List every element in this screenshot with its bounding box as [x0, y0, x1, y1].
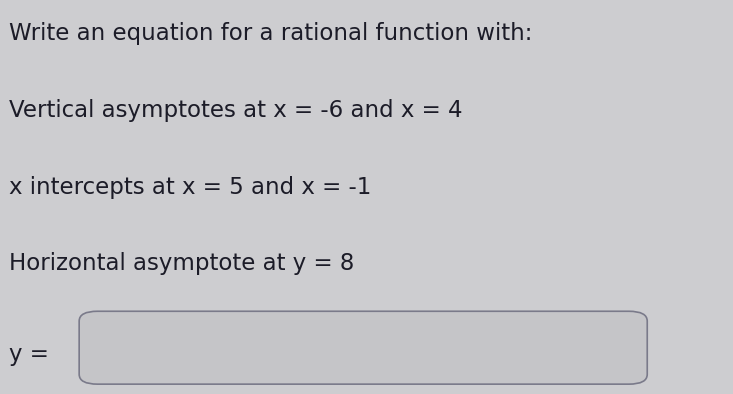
Text: Write an equation for a rational function with:: Write an equation for a rational functio…: [9, 22, 532, 45]
Text: Horizontal asymptote at y = 8: Horizontal asymptote at y = 8: [9, 253, 354, 275]
Text: x intercepts at x = 5 and x = -1: x intercepts at x = 5 and x = -1: [9, 176, 371, 199]
Text: Vertical asymptotes at x = -6 and x = 4: Vertical asymptotes at x = -6 and x = 4: [9, 99, 463, 122]
Text: y =: y =: [9, 343, 48, 366]
FancyBboxPatch shape: [79, 311, 647, 384]
